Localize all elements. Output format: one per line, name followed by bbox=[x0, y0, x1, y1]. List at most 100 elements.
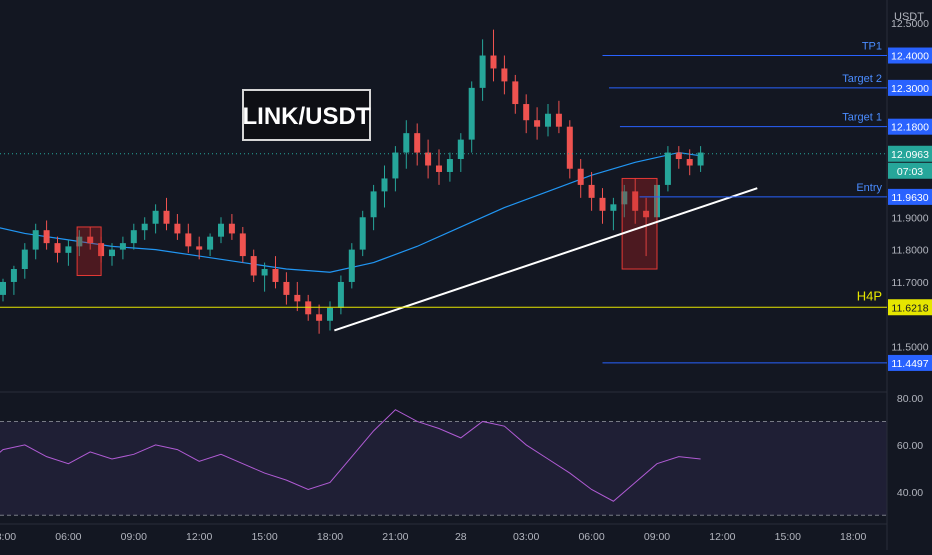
level-tag-2: 12.1800 bbox=[891, 122, 929, 134]
support-tag-bg bbox=[888, 299, 932, 316]
rsi-layer: 80.00 60.00 40.00 bbox=[0, 393, 923, 516]
time-tick-10: 09:00 bbox=[644, 531, 670, 543]
countdown-tag: 07:03 bbox=[897, 166, 923, 178]
price-tick-0: 12.5000 bbox=[891, 18, 929, 30]
candle-46 bbox=[479, 55, 486, 88]
candle-26 bbox=[261, 269, 268, 276]
candle-43 bbox=[446, 159, 453, 172]
price-levels-layer: H4P TP1 Target 2 Target 1 Entry bbox=[0, 41, 887, 364]
candle-40 bbox=[414, 133, 421, 153]
candle-39 bbox=[403, 133, 410, 153]
candle-49 bbox=[512, 81, 519, 105]
candle-22 bbox=[218, 223, 224, 237]
candle-25 bbox=[250, 256, 257, 276]
candle-41 bbox=[425, 152, 432, 166]
level-tag-0: 12.4000 bbox=[891, 51, 929, 63]
support-tag: 11.6218 bbox=[891, 302, 928, 314]
candle-17 bbox=[163, 210, 170, 224]
candle-35 bbox=[359, 217, 366, 250]
candle-54 bbox=[566, 126, 573, 169]
candle-32 bbox=[327, 307, 333, 321]
candle-29 bbox=[294, 294, 301, 302]
support-name: H4P bbox=[857, 288, 882, 303]
candle-27 bbox=[272, 269, 279, 282]
candle-55 bbox=[577, 168, 584, 185]
candle-58 bbox=[610, 204, 617, 211]
candle-4 bbox=[21, 249, 28, 270]
level-tag-1: 12.3000 bbox=[891, 83, 929, 95]
candle-31 bbox=[316, 314, 323, 321]
candle-8 bbox=[65, 246, 72, 253]
candle-60 bbox=[632, 191, 639, 211]
last-price-tag-bg bbox=[888, 145, 932, 162]
candle-50 bbox=[523, 104, 530, 121]
candle-7 bbox=[54, 243, 61, 253]
candle-18 bbox=[174, 223, 181, 234]
time-tick-13: 18:00 bbox=[840, 531, 866, 543]
candle-56 bbox=[588, 184, 595, 198]
axis-layer: 12.5000 11.9000 11.8000 11.7000 11.5000 12.40… bbox=[0, 18, 932, 543]
level-name-2: Target 1 bbox=[842, 112, 882, 124]
level-name-3: Entry bbox=[856, 182, 882, 194]
candle-47 bbox=[490, 55, 497, 69]
candle-37 bbox=[381, 178, 388, 192]
time-tick-3: 12:00 bbox=[186, 531, 212, 543]
level-tag-4-bg bbox=[888, 354, 932, 371]
candle-15 bbox=[141, 223, 148, 231]
time-tick-4: 15:00 bbox=[251, 531, 277, 543]
candle-6 bbox=[43, 230, 50, 244]
candle-59 bbox=[621, 191, 628, 205]
level-name-1: Target 2 bbox=[842, 73, 882, 85]
time-tick-11: 12:00 bbox=[709, 531, 735, 543]
candle-45 bbox=[468, 87, 475, 140]
candle-51 bbox=[534, 120, 541, 127]
candle-9 bbox=[76, 236, 83, 247]
price-tick-2: 11.8000 bbox=[891, 245, 928, 257]
candles-layer bbox=[0, 29, 704, 334]
level-name-0: TP1 bbox=[862, 41, 882, 53]
candle-57 bbox=[599, 197, 606, 211]
candle-34 bbox=[348, 249, 355, 282]
rsi-band-fill bbox=[0, 421, 887, 516]
level-tag-2-bg bbox=[888, 118, 932, 135]
candle-12 bbox=[109, 249, 115, 257]
candle-10 bbox=[87, 236, 94, 244]
candle-33 bbox=[337, 281, 344, 308]
candle-19 bbox=[185, 233, 192, 247]
currency-label: USDT bbox=[894, 11, 924, 23]
time-tick-6: 21:00 bbox=[382, 531, 408, 543]
title-badge: LINK/USDT bbox=[242, 89, 371, 141]
candle-61 bbox=[643, 210, 650, 218]
price-tick-1: 11.9000 bbox=[891, 212, 928, 224]
time-tick-1: 06:00 bbox=[55, 531, 81, 543]
time-tick-2: 09:00 bbox=[121, 531, 147, 543]
candle-28 bbox=[283, 281, 290, 295]
time-tick-9: 06:00 bbox=[578, 531, 604, 543]
candle-38 bbox=[392, 152, 399, 179]
rsi-tick-2: 40.00 bbox=[897, 487, 923, 499]
candle-14 bbox=[130, 230, 137, 244]
candle-42 bbox=[436, 165, 442, 172]
candle-36 bbox=[370, 191, 377, 218]
time-tick-5: 18:00 bbox=[317, 531, 343, 543]
level-tag-1-bg bbox=[888, 79, 932, 96]
time-tick-7: 28 bbox=[455, 531, 467, 543]
candle-24 bbox=[239, 233, 246, 257]
candle-53 bbox=[555, 113, 562, 127]
candle-63 bbox=[664, 152, 671, 185]
candle-23 bbox=[228, 223, 235, 234]
countdown-tag-bg bbox=[888, 162, 932, 179]
candle-64 bbox=[675, 152, 682, 160]
level-tag-0-bg bbox=[888, 47, 932, 64]
rsi-tick-0: 80.00 bbox=[897, 393, 923, 405]
level-tag-4: 11.4497 bbox=[891, 358, 928, 370]
highlight-box-0 bbox=[76, 226, 102, 276]
candle-2 bbox=[0, 281, 6, 295]
candle-3 bbox=[10, 269, 17, 282]
candle-48 bbox=[501, 68, 508, 82]
candle-52 bbox=[545, 113, 551, 127]
price-tick-3: 11.7000 bbox=[891, 277, 928, 289]
